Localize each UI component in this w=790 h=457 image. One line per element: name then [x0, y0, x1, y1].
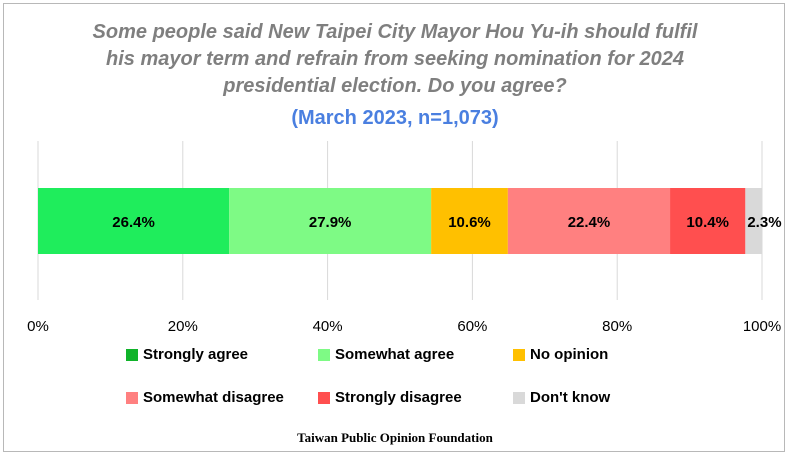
legend-swatch: [513, 391, 525, 404]
data-label: 27.9%: [309, 214, 352, 231]
legend-swatch: [513, 348, 525, 361]
x-tick-label: 100%: [743, 318, 781, 335]
legend-item-somewhat-agree: Somewhat agree: [318, 346, 454, 363]
legend-swatch: [318, 348, 330, 361]
legend-item-strongly-disagree: Strongly disagree: [318, 389, 462, 406]
legend-swatch: [126, 348, 138, 361]
x-tick-label: 20%: [168, 318, 198, 335]
bar-segment-somewhat-agree: [229, 188, 432, 254]
legend-item-somewhat-disagree: Somewhat disagree: [126, 389, 284, 406]
legend-swatch: [126, 391, 138, 404]
legend-label: Strongly agree: [143, 346, 249, 363]
x-tick-label: 80%: [602, 318, 632, 335]
bar-segment-don-t-know: [745, 188, 762, 254]
data-label: 10.6%: [448, 214, 491, 231]
data-label: 22.4%: [568, 214, 611, 231]
legend-item-strongly-agree: Strongly agree: [126, 346, 248, 363]
data-label: 10.4%: [686, 214, 729, 231]
legend-label: No opinion: [530, 346, 609, 363]
x-tick-label: 0%: [27, 318, 49, 335]
x-tick-label: 60%: [457, 318, 487, 335]
chart-title: Some people said New Taipei City Mayor H…: [0, 19, 790, 100]
legend-item-don-t-know: Don't know: [513, 389, 610, 406]
data-label: 26.4%: [112, 214, 155, 231]
data-label: 2.3%: [747, 214, 781, 231]
chart-title-line-2: his mayor term and refrain from seeking …: [106, 48, 684, 70]
legend-label: Strongly disagree: [335, 389, 462, 406]
legend-label: Don't know: [530, 389, 611, 406]
legend-swatch: [318, 391, 330, 404]
chart-title-line-1: Some people said New Taipei City Mayor H…: [92, 21, 698, 43]
chart-subtitle: (March 2023, n=1,073): [291, 107, 499, 129]
legend-label: Somewhat agree: [335, 346, 455, 363]
bar-segment-strongly-agree: [38, 188, 230, 254]
legend-label: Somewhat disagree: [143, 389, 284, 406]
x-tick-label: 40%: [313, 318, 343, 335]
bar-segment-strongly-disagree: [670, 188, 746, 254]
source-credit: Taiwan Public Opinion Foundation: [297, 430, 493, 445]
chart-title-line-3: presidential election. Do you agree?: [223, 75, 567, 97]
legend-item-no-opinion: No opinion: [513, 346, 608, 363]
bar-segment-no-opinion: [431, 188, 508, 254]
bar-segment-somewhat-disagree: [507, 188, 671, 254]
